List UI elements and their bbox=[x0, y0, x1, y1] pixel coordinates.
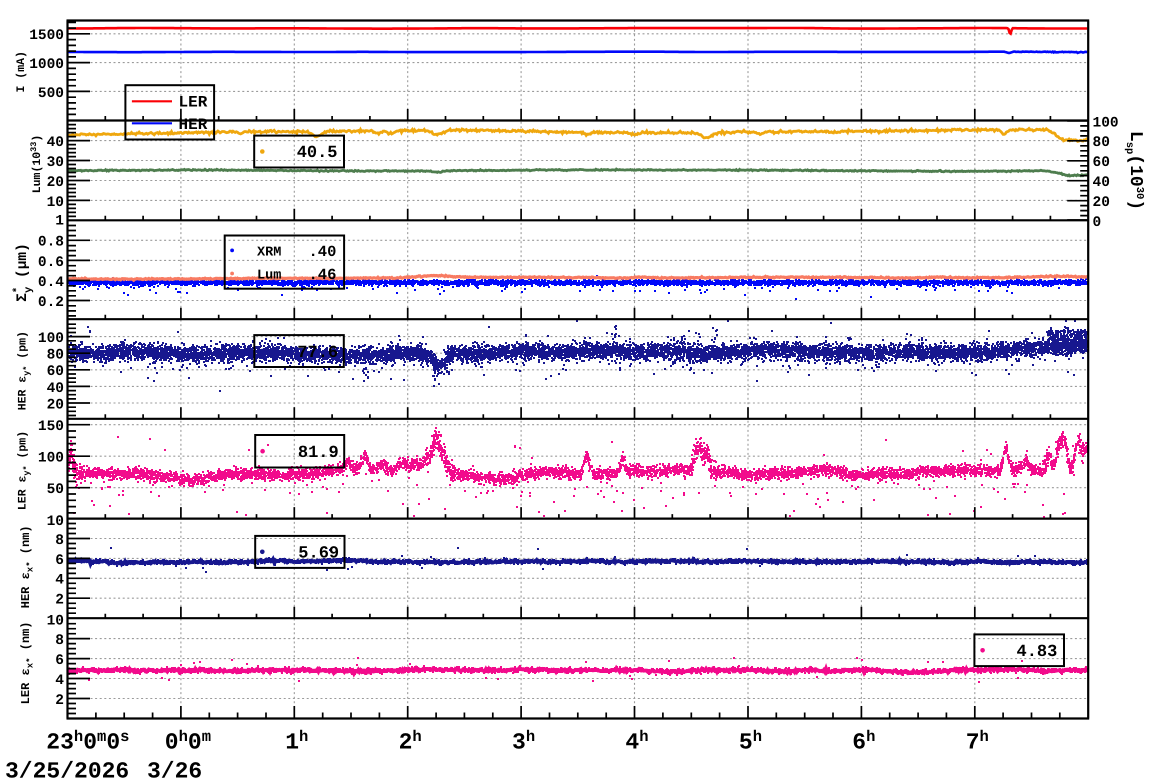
svg-text:100: 100 bbox=[38, 331, 64, 347]
svg-text:150: 150 bbox=[38, 419, 64, 435]
svg-text:1000: 1000 bbox=[29, 57, 64, 73]
svg-text:2: 2 bbox=[55, 593, 64, 609]
svg-text:40: 40 bbox=[1093, 175, 1110, 191]
svg-text:500: 500 bbox=[38, 86, 64, 102]
svg-text:0.6: 0.6 bbox=[38, 255, 64, 271]
svg-text:30: 30 bbox=[47, 155, 64, 171]
svg-text:10: 10 bbox=[47, 195, 64, 211]
svg-text:2: 2 bbox=[55, 693, 64, 709]
svg-text:0h0m: 0h0m bbox=[165, 728, 211, 756]
svg-text:4.83: 4.83 bbox=[1017, 643, 1058, 662]
svg-text:0.4: 0.4 bbox=[38, 275, 64, 291]
svg-text:1500: 1500 bbox=[29, 28, 64, 44]
svg-text:HER εx* (nm): HER εx* (nm) bbox=[19, 525, 36, 608]
svg-text:20: 20 bbox=[1093, 195, 1110, 211]
svg-text:20: 20 bbox=[47, 175, 64, 191]
svg-text:40.5: 40.5 bbox=[297, 144, 338, 163]
svg-text:77.6: 77.6 bbox=[297, 344, 338, 363]
svg-text:6: 6 bbox=[55, 653, 64, 669]
svg-text:80: 80 bbox=[1093, 135, 1110, 151]
svg-text:3/25/2026: 3/25/2026 bbox=[5, 759, 129, 782]
svg-text:0.2: 0.2 bbox=[38, 295, 64, 311]
svg-text:60: 60 bbox=[47, 364, 64, 380]
svg-text:23h0m0s: 23h0m0s bbox=[46, 728, 129, 756]
svg-text:80: 80 bbox=[47, 347, 64, 363]
svg-text:50: 50 bbox=[47, 482, 64, 498]
svg-text:LER εx* (nm): LER εx* (nm) bbox=[19, 621, 36, 704]
svg-text:5.69: 5.69 bbox=[298, 545, 339, 564]
svg-text:81.9: 81.9 bbox=[298, 444, 339, 463]
svg-text:60: 60 bbox=[1093, 155, 1110, 171]
svg-text:HER: HER bbox=[179, 116, 208, 134]
svg-text:LER εy* (pm): LER εy* (pm) bbox=[17, 431, 33, 510]
svg-text:.40: .40 bbox=[309, 243, 337, 261]
svg-text:0: 0 bbox=[1093, 215, 1102, 231]
svg-text:10: 10 bbox=[47, 514, 64, 530]
svg-text:1: 1 bbox=[55, 213, 64, 229]
svg-text:8: 8 bbox=[55, 533, 64, 549]
svg-text:Σ*y (μm): Σ*y (μm) bbox=[12, 243, 35, 302]
svg-text:LER: LER bbox=[179, 94, 208, 112]
svg-text:20: 20 bbox=[47, 398, 64, 414]
svg-text:4: 4 bbox=[55, 573, 64, 589]
svg-text:8: 8 bbox=[55, 633, 64, 649]
svg-text:0.8: 0.8 bbox=[38, 235, 64, 251]
svg-text:XRM: XRM bbox=[257, 246, 281, 261]
svg-text:40: 40 bbox=[47, 381, 64, 397]
svg-text:Lum: Lum bbox=[257, 269, 281, 284]
svg-text:I (mA): I (mA) bbox=[15, 51, 28, 92]
svg-text:100: 100 bbox=[1093, 115, 1119, 131]
svg-text:HER εy* (pm): HER εy* (pm) bbox=[17, 331, 33, 410]
svg-text:3/26: 3/26 bbox=[147, 759, 202, 782]
svg-text:6: 6 bbox=[55, 553, 64, 569]
svg-text:.46: .46 bbox=[309, 266, 337, 284]
svg-text:4: 4 bbox=[55, 673, 64, 689]
svg-text:100: 100 bbox=[38, 451, 64, 467]
svg-text:40: 40 bbox=[47, 135, 64, 151]
svg-text:10: 10 bbox=[47, 614, 64, 630]
